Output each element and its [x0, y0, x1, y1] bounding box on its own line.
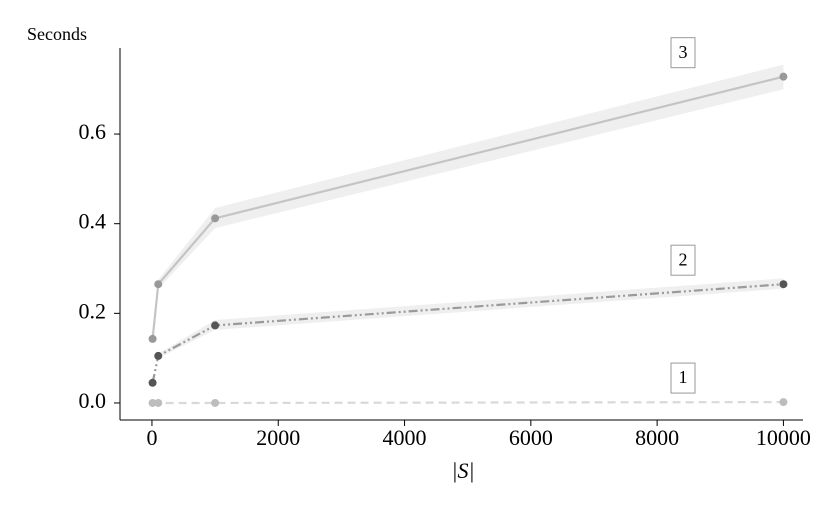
data-point — [779, 72, 788, 81]
series-label-box — [670, 244, 696, 276]
series-line — [152, 400, 784, 405]
data-point — [211, 321, 220, 330]
data-point — [148, 334, 157, 343]
series-label: 2 — [679, 249, 688, 269]
x-tick-label: 4000 — [383, 425, 427, 450]
y-tick-label: 0.6 — [79, 119, 107, 144]
data-point — [154, 398, 163, 407]
confidence-band — [158, 278, 784, 359]
x-tick-label: 8000 — [635, 425, 679, 450]
y-tick-label: 0.0 — [79, 388, 107, 413]
series-label-box — [670, 37, 696, 69]
x-tick-label: 6000 — [509, 425, 553, 450]
data-point — [154, 280, 163, 289]
y-tick-label: 0.2 — [79, 298, 107, 323]
series-label: 3 — [679, 42, 688, 62]
data-point — [148, 398, 157, 407]
y-axis-label: Seconds — [27, 24, 87, 44]
series-label: 1 — [679, 367, 688, 387]
y-tick-label: 0.4 — [79, 209, 107, 234]
data-point — [779, 280, 788, 289]
confidence-band — [158, 64, 784, 289]
data-point — [154, 351, 163, 360]
data-point — [148, 378, 157, 387]
data-point — [211, 398, 220, 407]
data-point — [779, 398, 788, 407]
series-line — [151, 283, 784, 384]
data-point — [211, 214, 220, 223]
x-axis-label: |S| — [451, 458, 474, 483]
x-tick-label: 0 — [146, 425, 157, 450]
series-line — [151, 75, 784, 339]
x-tick-label: 2000 — [256, 425, 300, 450]
x-tick-label: 10000 — [756, 425, 811, 450]
series-label-box — [670, 362, 696, 394]
